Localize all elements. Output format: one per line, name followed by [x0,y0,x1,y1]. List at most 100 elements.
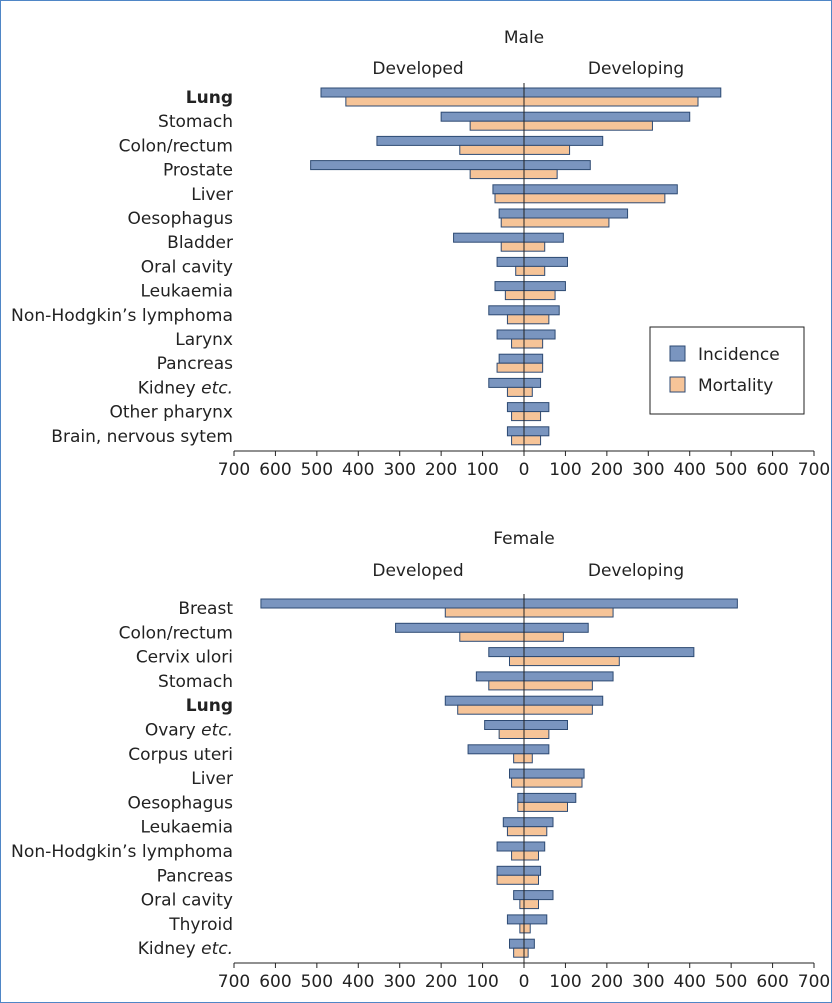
row-oral-cavity: Oral cavity [141,256,569,277]
bar-incidence-developed [517,792,525,803]
bar-incidence-developing [523,135,604,146]
bar-mortality-developing [523,753,533,764]
bar-mortality-developed [511,435,525,446]
chart-title: Male [504,28,544,48]
bar-mortality-developed [444,607,525,618]
bar-mortality-developing [523,923,531,934]
bar-incidence-developing [523,622,589,633]
bar-mortality-developed [519,923,525,934]
x-tick-label: 500 [715,460,747,480]
bar-incidence-developing [523,208,629,219]
category-label: Larynx [175,330,233,350]
bar-mortality-developing [523,314,550,325]
row-colon-rectum: Colon/rectum [119,135,604,156]
category-label: Colon/rectum [119,136,233,156]
legend: Incidence Mortality [649,326,805,415]
row-kidney-etc: Kidney etc. [138,377,542,398]
bar-mortality-developed [345,96,525,107]
bar-mortality-developed [517,801,525,812]
row-leukaemia: Leukaemia [140,817,554,838]
bar-incidence-developing [523,598,738,609]
bar-mortality-developing [523,680,593,691]
bar-mortality-developed [496,362,525,373]
bar-incidence-developed [508,768,525,779]
bar-incidence-developing [523,890,554,901]
x-tick-label: 300 [383,460,415,480]
category-label: Ovary etc. [145,721,233,741]
bar-incidence-developing [523,281,566,292]
legend-box [649,326,805,415]
bar-mortality-developing [523,631,564,642]
bar-incidence-developed [494,281,525,292]
row-oesophagus: Oesophagus [127,792,577,813]
side-label-developing: Developing [588,59,684,79]
bar-mortality-developed [513,947,525,958]
bar-incidence-developed [488,647,525,658]
bar-incidence-developing [523,938,535,949]
bar-incidence-developed [440,111,525,122]
x-tick-label: 200 [591,460,623,480]
bar-incidence-developing [523,184,678,195]
bar-mortality-developed [511,777,525,788]
row-stomach: Stomach [158,671,614,692]
x-tick-label: 500 [301,460,333,480]
x-tick-label: 700 [218,972,250,992]
bar-mortality-developing [523,193,666,204]
category-label: Liver [191,185,233,205]
bar-incidence-developed [492,184,525,195]
x-tick-label: 300 [383,972,415,992]
bar-mortality-developing [523,850,540,861]
bar-mortality-developing [523,290,556,301]
x-tick-label: 200 [591,972,623,992]
bar-incidence-developing [523,377,542,388]
chart-panel-male: Male Developed Developing Lung Stomach Colon/… [11,28,830,480]
bar-mortality-developing [523,411,542,422]
bar-mortality-developed [508,656,525,667]
bar-incidence-developed [453,232,525,243]
category-label: Pancreas [157,866,234,886]
bar-mortality-developing [523,801,569,812]
bar-incidence-developed [506,402,525,413]
bar-mortality-developing [523,899,540,910]
bar-mortality-developed [506,386,525,397]
x-tick-label: 700 [798,972,830,992]
bar-mortality-developed [504,290,525,301]
bar-mortality-developed [511,411,525,422]
bar-incidence-developed [395,622,525,633]
category-label: Prostate [163,161,233,181]
bar-mortality-developing [523,96,699,107]
category-label: Stomach [158,112,233,132]
bar-incidence-developed [467,744,525,755]
x-tick-label: 100 [466,972,498,992]
category-label: Pancreas [157,354,234,374]
x-tick-label: 0 [519,460,530,480]
bar-incidence-developed [513,890,525,901]
bar-incidence-developed [508,938,525,949]
bar-incidence-developed [484,720,525,730]
bar-mortality-developed [511,338,525,349]
bar-mortality-developed [459,144,525,155]
row-larynx: Larynx [175,329,556,350]
category-label: Non-Hodgkin’s lymphoma [11,842,233,862]
legend-label-mortality: Mortality [698,376,773,396]
row-oral-cavity: Oral cavity [141,890,554,911]
bar-incidence-developing [523,402,550,413]
side-label-developed: Developed [372,561,463,581]
bar-incidence-developed [376,135,525,146]
bar-mortality-developing [523,777,583,788]
row-cervix-ulori: Cervix ulori [136,647,695,668]
bar-incidence-developed [502,817,525,828]
bar-mortality-developing [523,729,550,739]
bar-incidence-developed [506,426,525,437]
legend-swatch-incidence [669,345,686,362]
category-label: Oesophagus [127,209,233,229]
x-tick-label: 600 [259,972,291,992]
category-label: Thyroid [168,915,233,935]
side-label-developing: Developing [588,561,684,581]
bar-incidence-developed [496,841,525,852]
bar-incidence-developing [523,841,546,852]
row-thyroid: Thyroid [168,914,548,935]
bar-incidence-developed [320,87,525,98]
row-ovary-etc: Ovary etc. [145,720,569,741]
bar-incidence-developed [488,305,525,316]
